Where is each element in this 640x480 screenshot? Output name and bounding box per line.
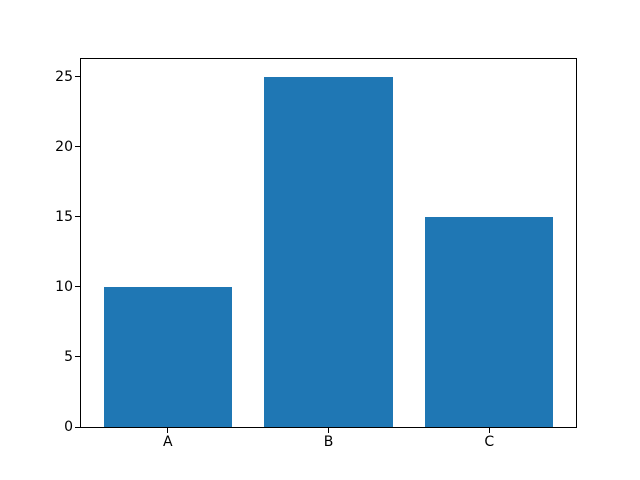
y-axis-tick <box>75 356 80 358</box>
y-axis-tick <box>75 76 80 78</box>
y-tick-label: 10 <box>55 278 73 295</box>
x-tick-label: C <box>484 434 495 450</box>
y-tick-label: 25 <box>55 68 73 85</box>
y-tick-label: 15 <box>55 208 73 225</box>
x-tick-label: A <box>162 434 173 450</box>
bar-c <box>424 216 554 427</box>
bar-b <box>264 76 393 427</box>
y-axis-tick <box>75 286 80 288</box>
x-axis-tick <box>488 428 490 433</box>
y-tick-label: 5 <box>64 348 73 365</box>
y-axis-tick <box>75 146 80 148</box>
x-axis-tick <box>328 428 329 433</box>
x-axis-tick <box>167 428 169 433</box>
y-axis-tick <box>75 426 80 428</box>
y-tick-label: 0 <box>64 419 73 435</box>
x-tick-label: B <box>323 434 334 450</box>
y-axis-tick <box>75 216 80 218</box>
y-tick-label: 20 <box>55 138 73 155</box>
plot-area: 0 5 10 15 20 25 A B C <box>55 58 577 449</box>
bar-a <box>103 286 233 427</box>
